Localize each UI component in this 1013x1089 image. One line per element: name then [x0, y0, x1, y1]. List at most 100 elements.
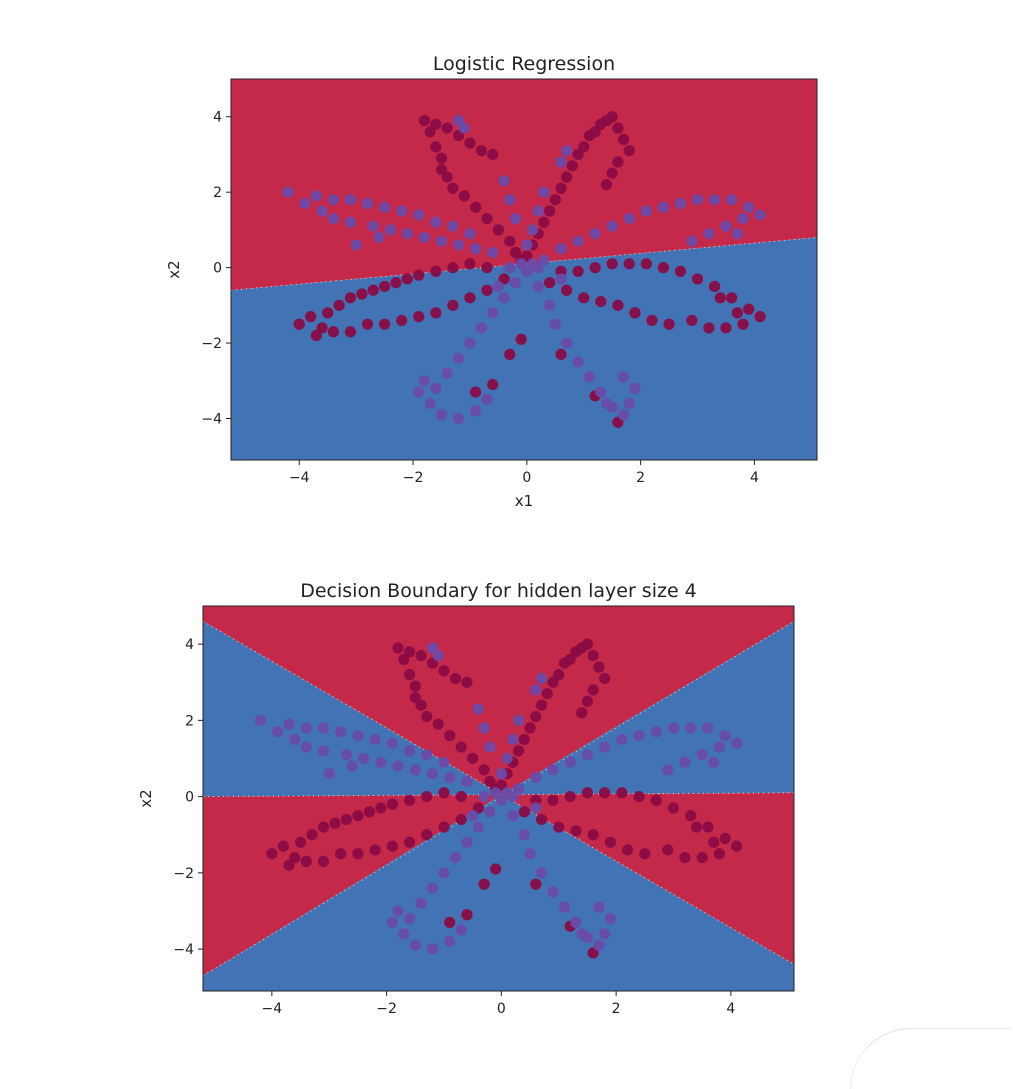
point-class-0 — [535, 699, 548, 711]
point-class-1 — [561, 337, 573, 349]
point-class-1 — [524, 848, 536, 860]
point-class-0 — [369, 844, 381, 856]
point-class-0 — [623, 258, 635, 270]
point-class-1 — [344, 216, 357, 228]
point-class-0 — [472, 802, 485, 814]
point-class-1 — [708, 194, 721, 206]
point-class-1 — [464, 228, 476, 240]
point-class-0 — [589, 262, 601, 274]
point-class-0 — [623, 145, 635, 157]
point-class-1 — [743, 201, 755, 213]
point-class-1 — [373, 231, 385, 244]
point-class-1 — [549, 318, 561, 330]
point-class-1 — [484, 741, 496, 753]
point-class-1 — [455, 924, 467, 936]
point-class-0 — [564, 653, 576, 665]
point-class-0 — [555, 348, 567, 360]
point-class-0 — [515, 333, 527, 345]
region-top — [203, 606, 794, 795]
point-class-1 — [650, 726, 662, 738]
point-class-1 — [430, 216, 442, 228]
point-class-1 — [532, 205, 544, 217]
point-class-1 — [310, 190, 322, 202]
point-class-0 — [504, 235, 516, 247]
point-class-0 — [335, 848, 347, 860]
point-class-1 — [413, 386, 425, 398]
point-class-0 — [386, 840, 398, 852]
point-class-0 — [599, 672, 611, 685]
point-class-1 — [512, 714, 525, 726]
point-class-1 — [472, 821, 485, 833]
point-class-1 — [535, 672, 548, 685]
point-class-1 — [478, 722, 490, 734]
chart-title: Logistic Regression — [433, 53, 615, 75]
point-class-1 — [530, 684, 542, 696]
point-class-0 — [438, 665, 450, 677]
point-class-1 — [369, 733, 381, 746]
point-class-1 — [570, 916, 582, 928]
point-class-1 — [547, 764, 559, 776]
point-class-0 — [283, 859, 295, 871]
point-class-0 — [277, 840, 289, 852]
point-class-0 — [289, 851, 301, 864]
point-class-0 — [464, 258, 476, 270]
point-class-0 — [322, 307, 334, 319]
point-class-1 — [409, 764, 421, 776]
point-class-1 — [461, 775, 473, 787]
point-class-0 — [696, 851, 708, 864]
point-class-0 — [379, 318, 391, 330]
point-class-0 — [333, 299, 345, 311]
point-class-0 — [691, 273, 704, 285]
point-class-1 — [617, 409, 630, 421]
point-class-1 — [441, 367, 453, 379]
point-class-0 — [547, 794, 559, 807]
y-axis-label: x2 — [165, 260, 183, 278]
point-class-1 — [484, 806, 496, 818]
point-class-1 — [472, 703, 485, 715]
point-class-0 — [487, 148, 499, 161]
point-class-1 — [418, 375, 431, 387]
point-class-1 — [490, 787, 502, 799]
point-class-1 — [426, 768, 439, 780]
point-class-1 — [323, 768, 335, 780]
point-class-0 — [403, 646, 416, 658]
data-points — [282, 111, 766, 428]
point-class-0 — [629, 307, 641, 319]
point-class-1 — [593, 901, 605, 913]
point-class-1 — [501, 752, 513, 765]
point-class-1 — [452, 352, 465, 364]
x-tick-label: 4 — [726, 1001, 735, 1017]
point-class-0 — [581, 787, 594, 799]
hidden-layer-decision-boundary-chart: −4 −2 0 2 4 −4 −2 0 2 4 Decision Boundary for hidd… — [137, 580, 795, 1017]
point-class-1 — [386, 737, 398, 749]
point-class-1 — [509, 212, 522, 225]
point-class-0 — [441, 122, 453, 134]
point-class-0 — [530, 878, 542, 890]
point-class-1 — [576, 928, 588, 940]
point-class-0 — [441, 171, 453, 183]
point-class-1 — [449, 851, 462, 864]
y-tick-label: −4 — [173, 942, 194, 958]
point-class-0 — [535, 813, 548, 826]
x-tick-label: 4 — [750, 470, 759, 486]
point-class-0 — [390, 277, 402, 289]
point-class-0 — [444, 916, 456, 928]
point-class-0 — [306, 829, 318, 841]
point-class-0 — [300, 855, 312, 867]
point-class-0 — [564, 790, 576, 803]
point-class-0 — [430, 307, 442, 319]
point-class-1 — [452, 412, 465, 425]
page: −4 −2 0 2 4 −4 −2 0 2 4 Logistic Regression x1 x2 −4… — [137, 53, 1011, 1089]
point-class-1 — [572, 356, 584, 368]
point-class-0 — [600, 179, 613, 191]
point-class-1 — [379, 201, 391, 213]
point-class-0 — [415, 699, 427, 711]
point-class-1 — [401, 228, 413, 240]
point-class-0 — [719, 832, 731, 845]
point-class-0 — [495, 779, 507, 791]
point-class-0 — [524, 722, 536, 734]
point-class-1 — [702, 722, 714, 734]
point-class-0 — [578, 292, 590, 304]
point-class-0 — [475, 145, 487, 157]
point-class-0 — [685, 810, 697, 822]
